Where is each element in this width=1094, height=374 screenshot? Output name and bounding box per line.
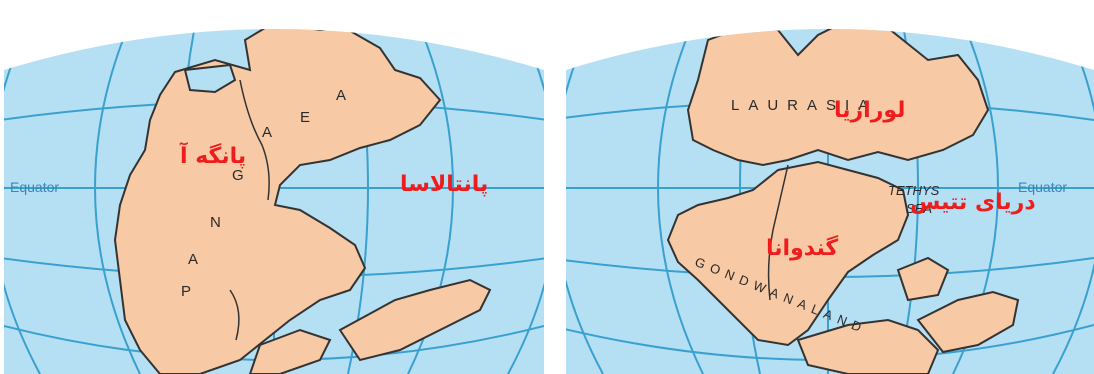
pangaea-letter: E — [300, 109, 320, 126]
pangaea-letter: P — [181, 283, 201, 300]
rift-lines — [767, 164, 789, 301]
laurasia-gondwana-map: Equator LAURASIA GONDWANALAND TETHYS SEA… — [548, 0, 1094, 374]
gondwana-landmass — [666, 160, 1020, 374]
laurasia-label: لورازیا — [834, 98, 906, 123]
tethys-label: دریای تتیس — [910, 190, 1036, 215]
pangaea-map-drawing — [4, 29, 544, 374]
gondwana-label: گندوانا — [766, 236, 839, 261]
laurasia-gondwana-map-drawing — [566, 29, 1094, 374]
pangaea-letter: N — [210, 214, 230, 231]
tethys-text: SEA — [906, 201, 933, 216]
pangaea-label: پانگه آ — [180, 144, 247, 169]
pangaea-letter: A — [336, 87, 356, 104]
tethys-text: TETHYS — [888, 183, 940, 198]
pangaea-letter: A — [262, 124, 282, 141]
rift-lines — [229, 79, 270, 341]
pangaea-letter: A — [188, 251, 208, 268]
equator-label: Equator — [1018, 179, 1068, 195]
equator-label: Equator — [10, 179, 60, 195]
panthalassa-label: پانتالاسا — [400, 172, 489, 197]
pangaea-letter: G — [232, 167, 253, 184]
pangaea-map: Equator P A N G A E A پانگه آ پانتالاسا — [4, 29, 544, 374]
laurasia-landmass — [686, 29, 990, 167]
laurasia-text: LAURASIA — [731, 97, 878, 114]
pangaea-landmass — [113, 29, 492, 374]
